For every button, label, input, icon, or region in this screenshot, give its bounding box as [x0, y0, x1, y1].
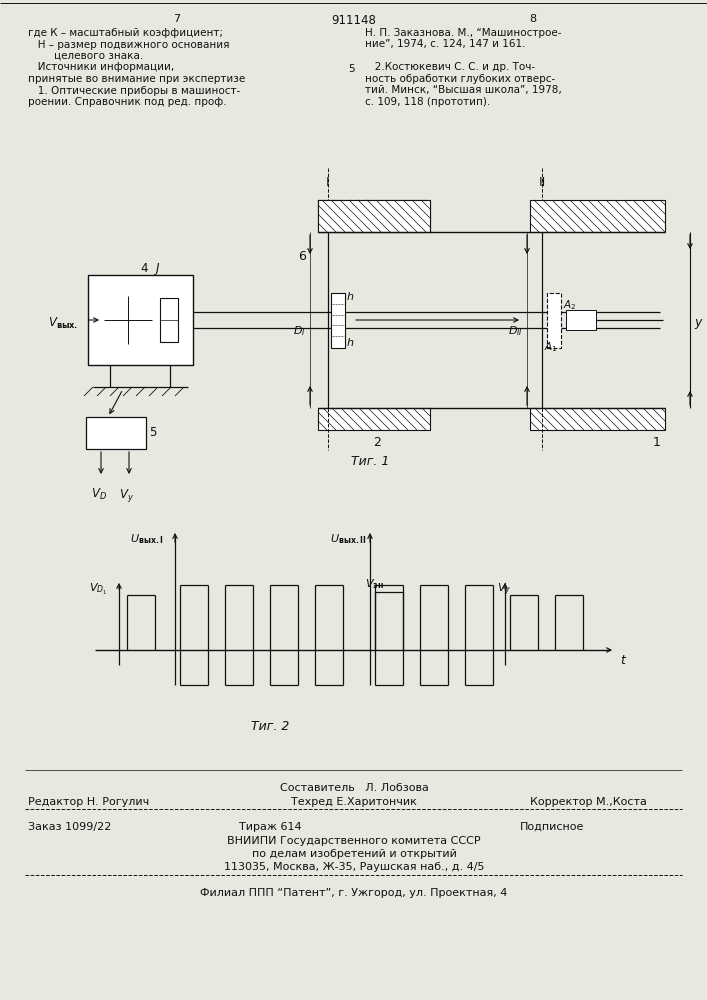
Text: $V_{\bfвых.}$: $V_{\bfвых.}$ [48, 316, 78, 331]
Text: II: II [538, 176, 546, 189]
Text: 113035, Москва, Ж-35, Раушская наб., д. 4/5: 113035, Москва, Ж-35, Раушская наб., д. … [223, 862, 484, 872]
Text: $V_{\bfзн}$: $V_{\bfзн}$ [365, 577, 384, 591]
Text: ность обработки глубоких отверс-: ность обработки глубоких отверс- [365, 74, 555, 84]
Bar [318, 200, 430, 232]
Text: $A_2$: $A_2$ [563, 298, 576, 312]
Text: Корректор М.,Коста: Корректор М.,Коста [530, 797, 647, 807]
Text: $V_y$: $V_y$ [497, 582, 511, 598]
Text: 6: 6 [298, 250, 306, 263]
Text: ВНИИПИ Государственного комитета СССР: ВНИИПИ Государственного комитета СССР [227, 836, 481, 846]
Text: 5: 5 [348, 64, 355, 75]
Bar [331, 292, 345, 348]
Text: Техред Е.Харитончик: Техред Е.Харитончик [291, 797, 417, 807]
Text: 2: 2 [373, 436, 381, 449]
Text: Τиг. 2: Τиг. 2 [251, 720, 289, 733]
Text: 2.Костюкевич С. С. и др. Точ-: 2.Костюкевич С. С. и др. Точ- [365, 62, 535, 73]
Text: $D_I$: $D_I$ [293, 324, 306, 338]
Bar [88, 275, 193, 365]
Text: Редактор Н. Рогулич: Редактор Н. Рогулич [28, 797, 149, 807]
Text: Τиг. 1: Τиг. 1 [351, 455, 389, 468]
Text: $V_{D_1}$: $V_{D_1}$ [89, 582, 107, 597]
Text: 8: 8 [530, 14, 537, 24]
Text: t: t [620, 654, 625, 667]
Text: h: h [347, 292, 354, 302]
Text: принятые во внимание при экспертизе: принятые во внимание при экспертизе [28, 74, 245, 84]
Text: 7: 7 [173, 14, 180, 24]
Text: J: J [156, 262, 160, 275]
Text: Н. П. Заказнова. М., “Машинострое-: Н. П. Заказнова. М., “Машинострое- [365, 28, 561, 38]
Text: I: I [326, 176, 329, 189]
Text: роении. Справочник под ред. проф.: роении. Справочник под ред. проф. [28, 97, 227, 107]
Bar [530, 408, 665, 430]
Text: Подписное: Подписное [520, 822, 585, 832]
Bar [547, 292, 561, 348]
Text: с. 109, 118 (прототип).: с. 109, 118 (прототип). [365, 97, 490, 107]
Text: $D_{II}$: $D_{II}$ [508, 324, 523, 338]
Bar [566, 310, 596, 330]
Text: y: y [694, 316, 701, 329]
Bar [86, 417, 146, 449]
Text: $A_1$: $A_1$ [544, 340, 558, 354]
Text: тий. Минск, “Высшая школа”, 1978,: тий. Минск, “Высшая школа”, 1978, [365, 86, 562, 96]
Text: 5: 5 [149, 426, 156, 440]
Text: h: h [347, 338, 354, 348]
Text: по делам изобретений и открытий: по делам изобретений и открытий [252, 849, 457, 859]
Text: целевого знака.: целевого знака. [28, 51, 144, 61]
Text: Заказ 1099/22: Заказ 1099/22 [28, 822, 112, 832]
Text: Филиал ППП “Патент”, г. Ужгород, ул. Проектная, 4: Филиал ППП “Патент”, г. Ужгород, ул. Про… [200, 888, 508, 898]
Bar [530, 200, 665, 232]
Text: $V_y$: $V_y$ [119, 487, 134, 504]
Text: Тираж 614: Тираж 614 [239, 822, 301, 832]
Text: Составитель   Л. Лобзова: Составитель Л. Лобзова [279, 783, 428, 793]
Text: 911148: 911148 [332, 14, 376, 27]
Text: $V_D$: $V_D$ [91, 487, 107, 502]
Text: Н – размер подвижного основания: Н – размер подвижного основания [28, 39, 230, 49]
Bar [318, 408, 430, 430]
Bar [160, 298, 178, 342]
Text: 1. Оптические приборы в машиност-: 1. Оптические приборы в машиност- [28, 86, 240, 96]
Text: где К – масштабный коэффициент;: где К – масштабный коэффициент; [28, 28, 223, 38]
Text: $U_{\bfвых.II}$: $U_{\bfвых.II}$ [330, 532, 367, 546]
Text: 4: 4 [140, 262, 148, 275]
Text: 1: 1 [653, 436, 661, 449]
Bar [318, 200, 430, 232]
Text: ние”, 1974, с. 124, 147 и 161.: ние”, 1974, с. 124, 147 и 161. [365, 39, 525, 49]
Text: $U_{\bfвых.I}$: $U_{\bfвых.I}$ [130, 532, 164, 546]
Text: Источники информации,: Источники информации, [28, 62, 174, 73]
